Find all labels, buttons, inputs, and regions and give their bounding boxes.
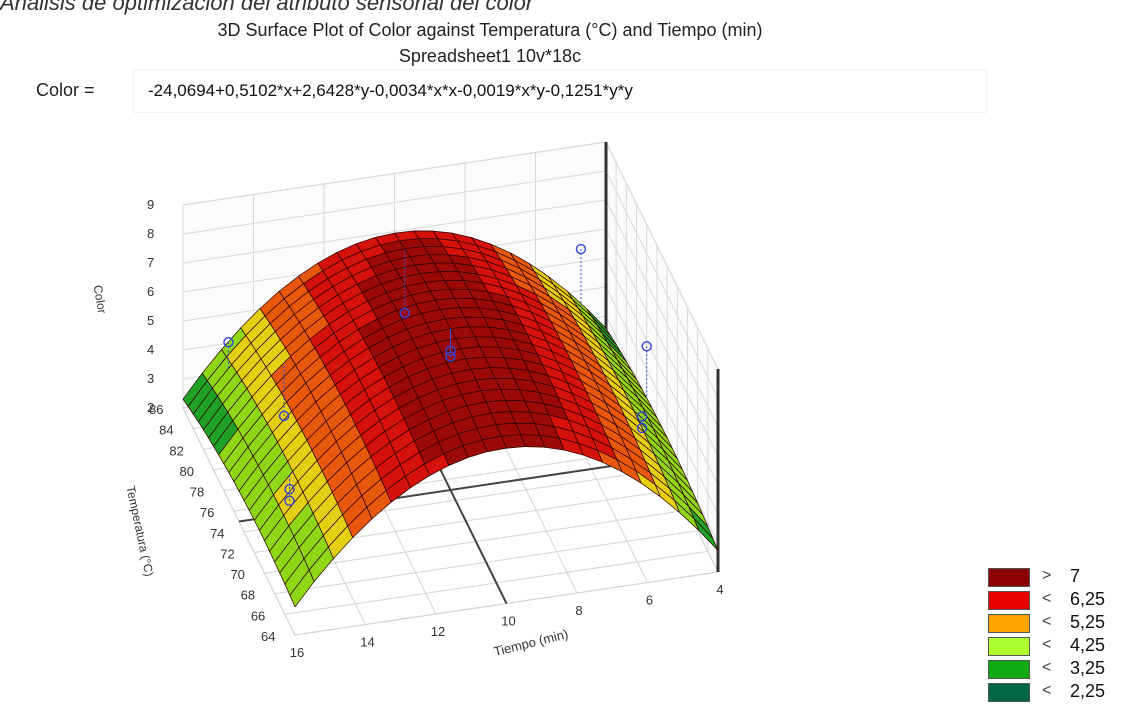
legend-symbol: < bbox=[1042, 613, 1052, 630]
time-axis-title: Tiempo (min) bbox=[492, 626, 569, 659]
legend-swatch bbox=[988, 683, 1030, 702]
grid-line bbox=[605, 257, 719, 486]
grid-line bbox=[605, 286, 719, 515]
time-tick-label: 12 bbox=[431, 624, 445, 639]
grid-line bbox=[605, 199, 719, 428]
temp-axis-title: Temperatura (°C) bbox=[123, 485, 156, 578]
data-point bbox=[445, 351, 456, 362]
legend-value: 7 bbox=[1070, 566, 1081, 586]
data-point bbox=[636, 411, 648, 422]
time-tick-label: 6 bbox=[646, 593, 653, 608]
data-point bbox=[445, 345, 456, 356]
chart-subtitle: Spreadsheet1 10v*18c bbox=[398, 46, 582, 66]
temp-tick-label: 84 bbox=[159, 423, 173, 438]
time-tick-label: 4 bbox=[716, 582, 723, 597]
data-point bbox=[278, 410, 290, 422]
legend-symbol: < bbox=[1042, 636, 1052, 653]
z-tick-label: 6 bbox=[147, 284, 154, 299]
z-tick-label: 9 bbox=[147, 197, 154, 212]
temp-tick-label: 64 bbox=[261, 629, 275, 644]
data-point bbox=[575, 243, 587, 255]
temp-tick-label: 82 bbox=[169, 443, 183, 458]
z-tick-label: 8 bbox=[147, 226, 154, 241]
data-point bbox=[641, 341, 652, 352]
legend-swatch bbox=[988, 660, 1030, 679]
legend-item: < 4,25 bbox=[988, 635, 1128, 658]
chart-title: 3D Surface Plot of Color against Tempera… bbox=[217, 20, 763, 40]
legend-item: < 5,25 bbox=[988, 612, 1128, 635]
equation-label: Color = bbox=[36, 80, 95, 100]
data-point bbox=[399, 307, 410, 319]
temp-tick-label: 78 bbox=[190, 485, 204, 500]
temp-tick-label: 80 bbox=[180, 464, 194, 479]
page-caption: Análisis de optimización del atributo se… bbox=[0, 0, 534, 15]
grid-line bbox=[605, 228, 719, 457]
time-tick-label: 10 bbox=[501, 614, 515, 629]
z-tick-label: 5 bbox=[147, 313, 154, 328]
time-tick-label: 16 bbox=[290, 645, 304, 660]
z-tick-label: 4 bbox=[147, 342, 154, 357]
temp-tick-label: 68 bbox=[241, 588, 255, 603]
legend-item: < 3,25 bbox=[988, 658, 1128, 681]
data-point bbox=[284, 495, 295, 507]
time-tick-label: 14 bbox=[360, 635, 374, 650]
z-tick-label: 3 bbox=[147, 371, 154, 386]
legend-symbol: < bbox=[1042, 682, 1052, 699]
surface-patch bbox=[289, 569, 315, 608]
temp-tick-label: 66 bbox=[251, 608, 265, 623]
legend-value: 3,25 bbox=[1070, 658, 1106, 678]
equation-text: -24,0694+0,5102*x+2,6428*y-0,0034*x*x-0,… bbox=[134, 70, 986, 112]
z-tick-label: 2 bbox=[147, 400, 154, 415]
time-tick-label: 8 bbox=[575, 603, 582, 618]
legend-value: 4,25 bbox=[1070, 635, 1106, 655]
legend-value: 5,25 bbox=[1070, 612, 1106, 632]
temp-tick-label: 76 bbox=[200, 505, 214, 520]
grid-line bbox=[605, 170, 719, 399]
temp-tick-label: 86 bbox=[149, 402, 163, 417]
data-point bbox=[223, 336, 234, 348]
legend-symbol: < bbox=[1042, 659, 1052, 676]
legend-item: < 6,25 bbox=[988, 589, 1128, 612]
legend-swatch bbox=[988, 591, 1030, 610]
legend-item: < 2,25 bbox=[988, 681, 1128, 704]
temp-tick-label: 70 bbox=[230, 567, 244, 582]
grid-line bbox=[605, 141, 719, 370]
legend-swatch bbox=[988, 637, 1030, 656]
z-tick-label: 7 bbox=[147, 255, 154, 270]
legend-symbol: > bbox=[1042, 567, 1052, 584]
temp-tick-label: 72 bbox=[220, 546, 234, 561]
data-point bbox=[636, 422, 648, 434]
legend-swatch bbox=[988, 568, 1030, 587]
legend-value: 2,25 bbox=[1070, 681, 1106, 701]
legend-swatch bbox=[988, 614, 1030, 633]
legend-item: > 7 bbox=[988, 566, 1128, 589]
legend-symbol: < bbox=[1042, 590, 1052, 607]
temp-tick-label: 74 bbox=[210, 526, 224, 541]
legend-value: 6,25 bbox=[1070, 589, 1106, 609]
z-axis-title: Color bbox=[91, 284, 110, 315]
color-legend: > 7 < 6,25 < 5,25 < 4,25 < 3,25 < 2,25 bbox=[988, 566, 1128, 704]
